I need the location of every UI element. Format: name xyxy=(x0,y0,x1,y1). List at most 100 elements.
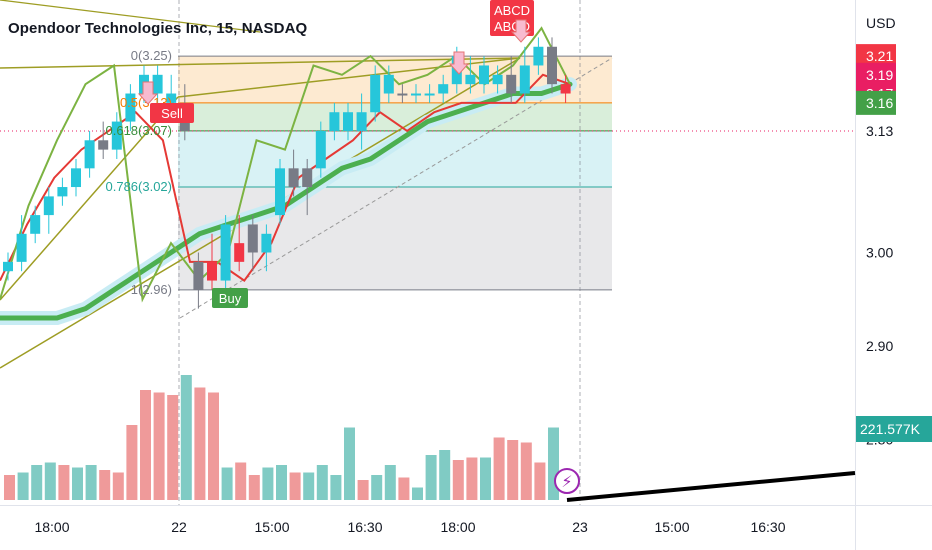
volume-bar xyxy=(4,475,15,500)
candle-body xyxy=(533,46,544,66)
currency-label: USD xyxy=(866,15,896,31)
candle-body xyxy=(234,243,245,262)
candle-body xyxy=(71,168,81,188)
volume-bar xyxy=(439,450,451,500)
fib-level-label: 0.618(3.07) xyxy=(106,123,173,138)
volume-bar xyxy=(72,467,83,500)
fib-zone xyxy=(178,187,612,290)
volume-bar xyxy=(126,425,138,500)
volume-bar xyxy=(507,440,519,500)
candle-body xyxy=(207,261,217,281)
volume-badge xyxy=(856,416,932,442)
volume-bar xyxy=(194,387,206,500)
sell-signal-badge xyxy=(150,103,194,123)
candle-body xyxy=(370,74,381,113)
down-arrow-icon xyxy=(510,19,532,43)
chart-title: Opendoor Technologies Inc, 15, NASDAQ xyxy=(8,20,308,37)
price-axis-separator xyxy=(855,0,856,550)
candle-body xyxy=(302,168,313,188)
volume-bar xyxy=(548,427,559,500)
y-tick-label: 3.13 xyxy=(866,123,893,139)
candle-body xyxy=(438,84,449,94)
fib-level-label: 1(2.96) xyxy=(131,282,172,297)
volume-bar xyxy=(221,467,233,500)
volume-bar xyxy=(276,465,287,500)
sell-signal-badge-text: Sell xyxy=(161,106,183,121)
candle-body xyxy=(16,233,27,262)
candle-body xyxy=(193,261,204,290)
x-tick-label: 23 xyxy=(572,519,588,535)
down-arrow-icon xyxy=(448,51,470,75)
abcd-signal-badge-text: ABCD xyxy=(494,3,530,18)
candle-body xyxy=(57,187,68,197)
lightning-icon-ring xyxy=(554,468,580,494)
candle-body xyxy=(356,112,367,131)
volume-bar xyxy=(17,472,29,500)
volume-bar xyxy=(140,390,151,500)
volume-bar xyxy=(480,457,491,500)
volume-bar xyxy=(58,465,70,500)
x-tick-label: 22 xyxy=(171,519,187,535)
volume-bar xyxy=(235,462,247,500)
x-tick-label: 16:30 xyxy=(347,519,382,535)
volume-bar xyxy=(303,472,315,500)
candle-body xyxy=(411,93,421,96)
volume-bar xyxy=(99,470,111,500)
volume-bar xyxy=(412,487,423,500)
volume-bar xyxy=(44,462,56,500)
candle-body xyxy=(424,93,435,96)
candle-body xyxy=(247,224,258,253)
price-badge xyxy=(856,90,896,115)
candle-body xyxy=(492,74,503,85)
candle-body xyxy=(166,93,177,103)
y-tick-label: 2.90 xyxy=(866,338,893,354)
black-trend-line xyxy=(566,471,856,502)
candle-body xyxy=(560,84,571,94)
volume-bar xyxy=(452,460,464,500)
x-tick-label: 18:00 xyxy=(34,519,69,535)
x-tick-label: 16:30 xyxy=(750,519,785,535)
volume-bar xyxy=(330,475,342,500)
volume-bar xyxy=(384,465,396,500)
volume-bar xyxy=(371,475,383,500)
candle-body xyxy=(288,168,299,188)
volume-bar xyxy=(262,467,274,500)
candle-body xyxy=(84,140,95,169)
dashed-trend-line xyxy=(179,57,613,319)
candle-body xyxy=(547,46,557,85)
price-badge-text: 3.16 xyxy=(866,95,893,111)
axis-layer: 3.203.133.002.902.80USD3.213.193.173.162… xyxy=(34,15,932,535)
buy-signal-badge-text: Buy xyxy=(219,291,242,306)
volume-bar xyxy=(493,437,505,500)
candle-body xyxy=(383,74,394,94)
candle-body xyxy=(479,65,489,85)
down-arrow-icon xyxy=(137,81,159,105)
volume-bar xyxy=(316,465,328,500)
candle-body xyxy=(397,93,408,96)
candle-body xyxy=(261,233,272,253)
volume-bar xyxy=(425,455,437,500)
trend-line xyxy=(0,0,261,33)
channel-line xyxy=(0,57,521,69)
buy-signal-badge xyxy=(212,288,248,308)
volume-bar xyxy=(520,442,532,500)
x-tick-label: 18:00 xyxy=(440,519,475,535)
candle-body xyxy=(315,130,326,169)
candle-body xyxy=(3,261,13,272)
volume-bar xyxy=(180,375,192,500)
volume-bar xyxy=(208,392,219,500)
volume-bar xyxy=(344,427,355,500)
candle-body xyxy=(343,112,353,131)
volume-bar xyxy=(153,392,165,500)
y-tick-label: 3.00 xyxy=(866,245,893,261)
volume-bar xyxy=(85,465,97,500)
candle-body xyxy=(111,121,122,150)
volume-bar xyxy=(466,457,478,500)
candle-body xyxy=(125,93,136,122)
abcd-signal-badge xyxy=(490,0,534,20)
volume-bar xyxy=(357,480,369,500)
candle-body xyxy=(152,74,163,94)
volume-bar xyxy=(167,395,179,500)
candle-body xyxy=(220,224,231,281)
